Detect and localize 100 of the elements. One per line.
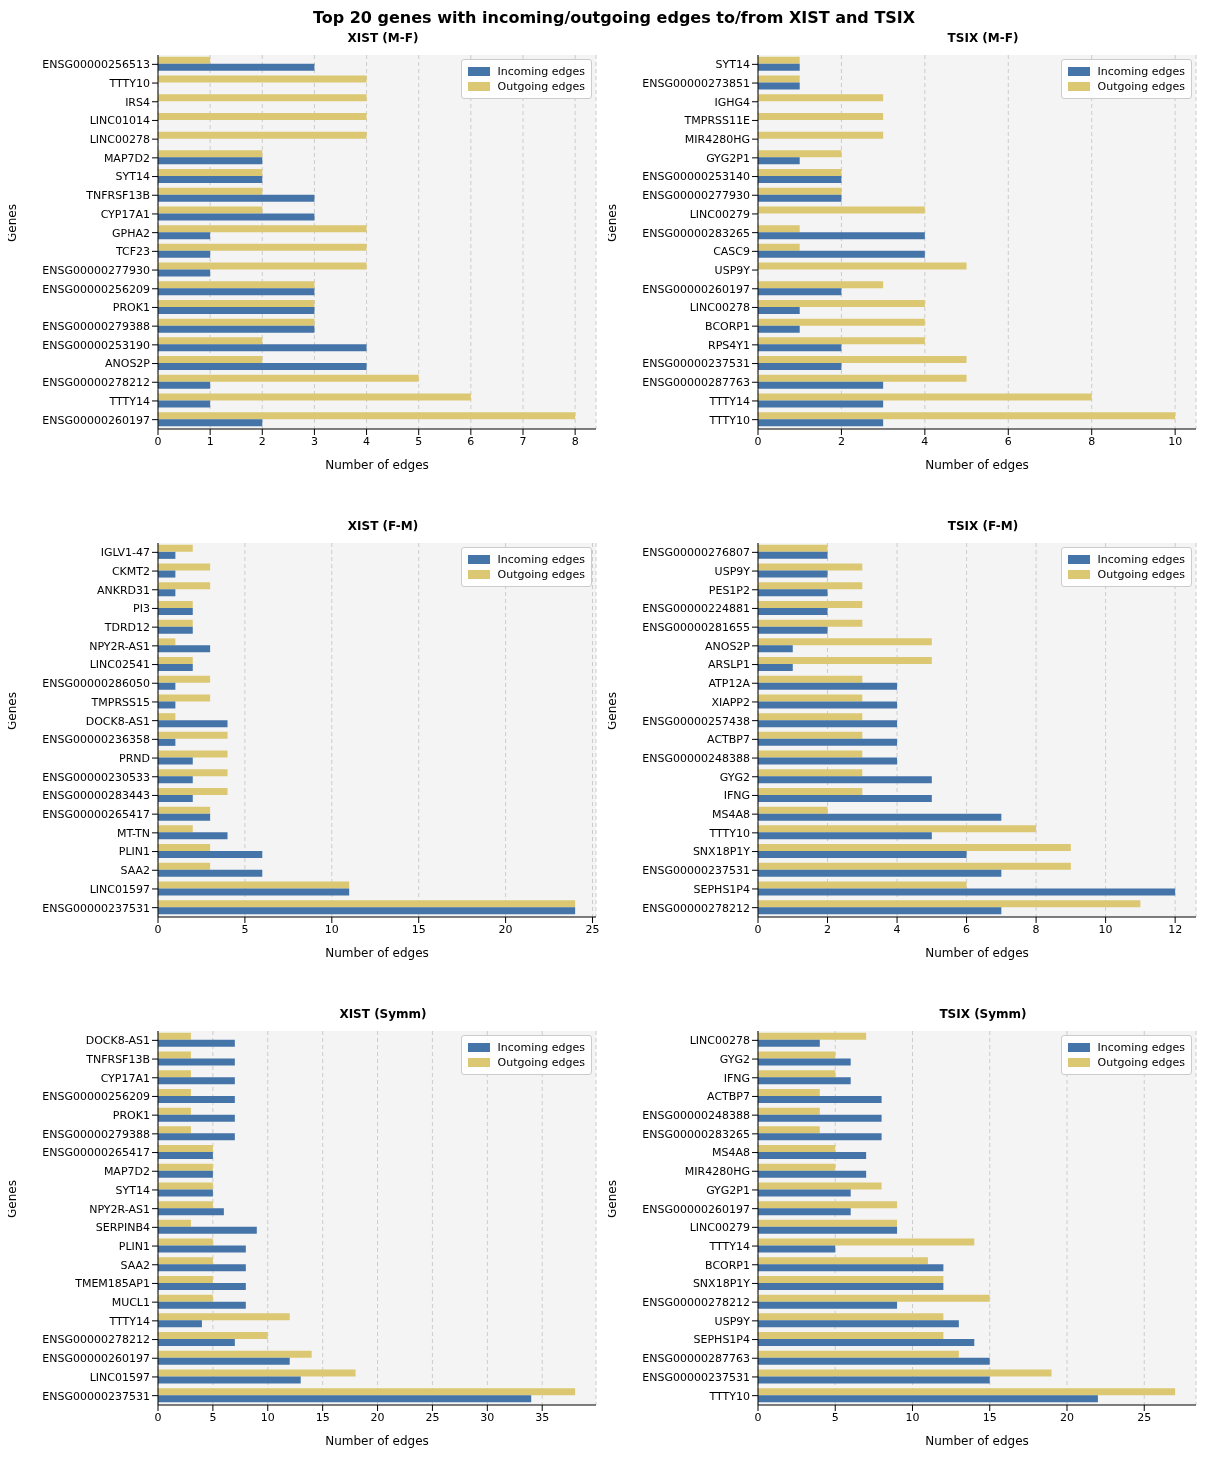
bar <box>158 787 228 795</box>
bar <box>758 619 863 627</box>
bar <box>158 75 367 83</box>
bar <box>758 1313 944 1321</box>
y-axis-title: Genes <box>605 692 620 730</box>
bar <box>158 731 228 739</box>
bar <box>758 1332 944 1340</box>
x-tick-label: 25 <box>1137 1410 1152 1424</box>
bar <box>158 806 211 814</box>
y-tick-label: BCORP1 <box>705 1258 750 1272</box>
y-tick-label: TTTY14 <box>108 394 150 408</box>
bar <box>158 393 471 401</box>
bar <box>158 832 228 840</box>
bar <box>758 832 932 840</box>
y-tick-label: TTTY14 <box>708 1239 750 1253</box>
bar <box>158 1032 191 1040</box>
bar <box>758 757 898 765</box>
bar <box>758 638 932 646</box>
x-tick-label: 0 <box>754 434 762 448</box>
y-tick-label: ENSG00000283443 <box>42 789 150 803</box>
y-tick-label: PI3 <box>133 602 150 616</box>
bar <box>758 1095 882 1103</box>
bar <box>758 344 842 352</box>
bar <box>758 1114 882 1122</box>
y-tick-label: IRS4 <box>125 95 150 109</box>
bar <box>758 1350 959 1358</box>
x-tick-label: 0 <box>754 922 762 936</box>
bar <box>158 713 176 721</box>
y-tick-label: ENSG00000265417 <box>42 808 150 822</box>
y-tick-label: ENSG00000237531 <box>642 357 750 371</box>
bar <box>758 682 898 690</box>
text: Top 20 genes with incoming/outgoing edges to/from XIST and TSIX <box>311 8 917 27</box>
y-tick-label: TNFRSF13B <box>85 1052 150 1066</box>
x-tick-label: 35 <box>535 1410 550 1424</box>
y-tick-label: ENSG00000257438 <box>642 714 750 728</box>
x-tick-label: 1 <box>206 434 214 448</box>
bar <box>758 869 1002 877</box>
y-tick-label: TMPRSS15 <box>90 695 150 709</box>
y-tick-label: ENSG00000256209 <box>42 282 150 296</box>
y-tick-label: ENSG00000278212 <box>642 1296 750 1310</box>
x-tick-label: 0 <box>154 434 162 448</box>
bar <box>158 56 211 64</box>
x-tick-label: 15 <box>411 922 426 936</box>
bar <box>158 1313 290 1321</box>
bar <box>758 400 884 408</box>
y-tick-label: ENSG00000253140 <box>642 170 750 184</box>
y-axis-title: Genes <box>5 1180 20 1218</box>
bar <box>158 1332 268 1340</box>
x-tick-label: 3 <box>310 434 318 448</box>
bar <box>758 738 898 746</box>
bar <box>158 862 211 870</box>
bar <box>758 1357 990 1365</box>
bar <box>758 318 925 326</box>
y-tick-label: MS4A8 <box>712 808 750 822</box>
y-tick-label: ANKRD31 <box>96 583 150 597</box>
y-tick-label: LINC01597 <box>89 1370 150 1384</box>
bar <box>758 412 1176 420</box>
bar <box>758 626 828 634</box>
bar <box>158 570 176 578</box>
y-tick-label: ARSLP1 <box>708 658 750 672</box>
bar <box>758 551 828 559</box>
bar <box>158 1152 213 1160</box>
bar <box>158 1275 213 1283</box>
bar <box>758 1208 851 1216</box>
bar <box>758 776 932 784</box>
bar <box>158 194 315 202</box>
bar <box>158 769 228 777</box>
bar <box>158 176 263 184</box>
y-tick-label: USP9Y <box>714 263 751 277</box>
bar <box>158 1339 235 1347</box>
y-tick-label: DOCK8-AS1 <box>85 1034 150 1048</box>
bar <box>158 356 263 364</box>
bar <box>158 694 211 702</box>
y-tick-label: MAP7D2 <box>103 151 150 165</box>
bar <box>158 582 211 590</box>
bar <box>758 243 800 251</box>
bar <box>158 150 263 158</box>
y-tick-label: GYG2 <box>719 1052 750 1066</box>
y-tick-label: ENSG00000237531 <box>642 864 750 878</box>
bar <box>758 56 800 64</box>
bar <box>758 881 967 889</box>
bar <box>758 844 1071 852</box>
y-tick-label: ENSG00000281655 <box>642 621 750 635</box>
bar <box>758 1226 898 1234</box>
bar <box>158 881 350 889</box>
bar <box>758 363 842 371</box>
x-tick-label: 12 <box>1168 922 1183 936</box>
bar <box>158 1145 213 1153</box>
x-tick-label: 4 <box>893 922 901 936</box>
bar <box>158 1238 213 1246</box>
y-tick-label: SYT14 <box>115 1183 150 1197</box>
y-tick-label: ENSG00000230533 <box>42 770 150 784</box>
y-tick-label: ENSG00000277930 <box>642 189 750 203</box>
y-tick-label: CYP17A1 <box>100 207 150 221</box>
bar <box>758 63 800 71</box>
y-tick-label: MIR4280HG <box>684 133 750 147</box>
bar <box>158 900 576 908</box>
legend-label: Incoming edges <box>1097 553 1185 566</box>
x-tick-label: 10 <box>905 1410 920 1424</box>
bar <box>758 374 967 382</box>
